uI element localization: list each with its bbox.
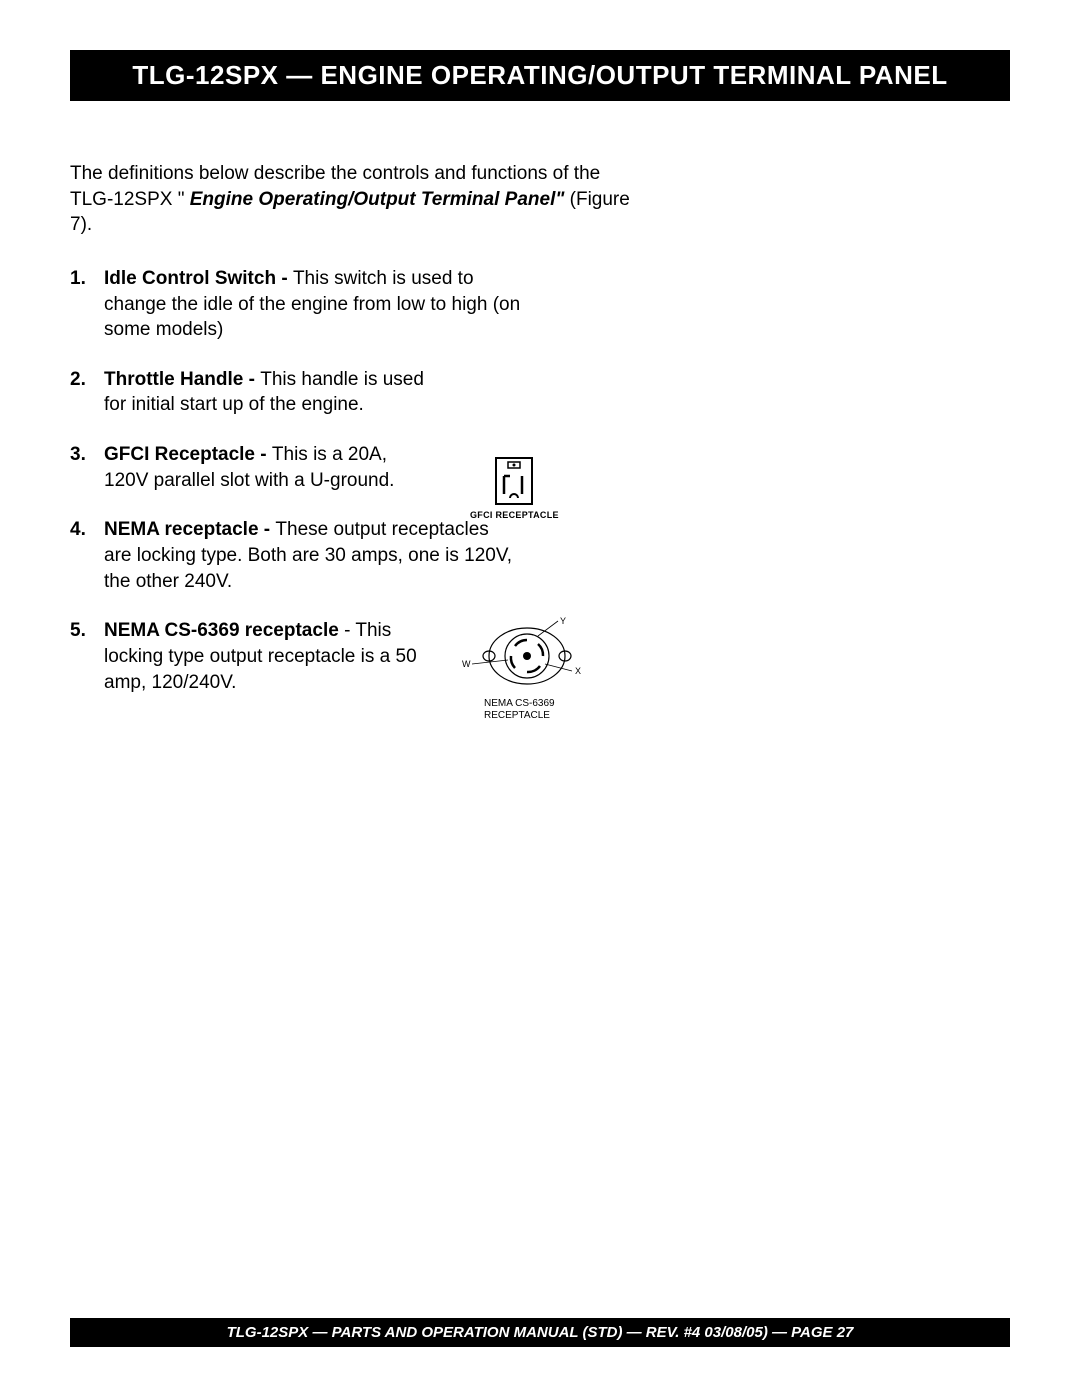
gfci-figure-label: GFCI RECEPTACLE <box>470 510 559 520</box>
nema-x-label: X <box>575 666 581 676</box>
footer-bar: TLG-12SPX — PARTS AND OPERATION MANUAL (… <box>70 1318 1010 1347</box>
nema-y-label: Y <box>560 616 566 626</box>
gfci-receptacle-figure: GFCI RECEPTACLE <box>470 456 559 520</box>
nema-label-line2: RECEPTACLE <box>484 710 550 721</box>
nema-w-label: W <box>462 659 471 669</box>
item-title: Idle Control Switch - <box>104 268 293 289</box>
item-body: NEMA CS-6369 receptacle - This locking t… <box>104 618 454 695</box>
item-title: Throttle Handle - <box>104 369 260 390</box>
definitions-list: 1. Idle Control Switch - This switch is … <box>70 266 1010 695</box>
item-title: NEMA receptacle - <box>104 519 275 540</box>
nema-receptacle-icon: Y X W <box>460 616 595 696</box>
intro-paragraph: The definitions below describe the contr… <box>70 161 630 238</box>
item-number: 3. <box>70 442 104 493</box>
item-body: Throttle Handle - This handle is used fo… <box>104 367 444 418</box>
list-item: 4. NEMA receptacle - These output recept… <box>70 517 1010 594</box>
item-number: 1. <box>70 266 104 343</box>
nema-label-line1: NEMA CS-6369 <box>484 698 555 709</box>
gfci-receptacle-icon <box>494 456 534 506</box>
item-title: NEMA CS-6369 receptacle <box>104 620 344 641</box>
item-body: GFCI Receptacle - This is a 20A, 120V pa… <box>104 442 434 493</box>
header-title-bar: TLG-12SPX — ENGINE OPERATING/OUTPUT TERM… <box>70 50 1010 101</box>
item-body: Idle Control Switch - This switch is use… <box>104 266 524 343</box>
intro-emphasis: Engine Operating/Output Terminal Panel" <box>190 189 565 210</box>
list-item: 1. Idle Control Switch - This switch is … <box>70 266 1010 343</box>
item-number: 5. <box>70 618 104 695</box>
item-number: 4. <box>70 517 104 594</box>
nema-figure-label: NEMA CS-6369 RECEPTACLE <box>484 698 595 722</box>
item-number: 2. <box>70 367 104 418</box>
nema-receptacle-figure: Y X W NEMA CS-6369 RECEPTACLE <box>460 616 595 722</box>
item-body: NEMA receptacle - These output receptacl… <box>104 517 514 594</box>
list-item: 2. Throttle Handle - This handle is used… <box>70 367 1010 418</box>
item-title: GFCI Receptacle - <box>104 444 272 465</box>
